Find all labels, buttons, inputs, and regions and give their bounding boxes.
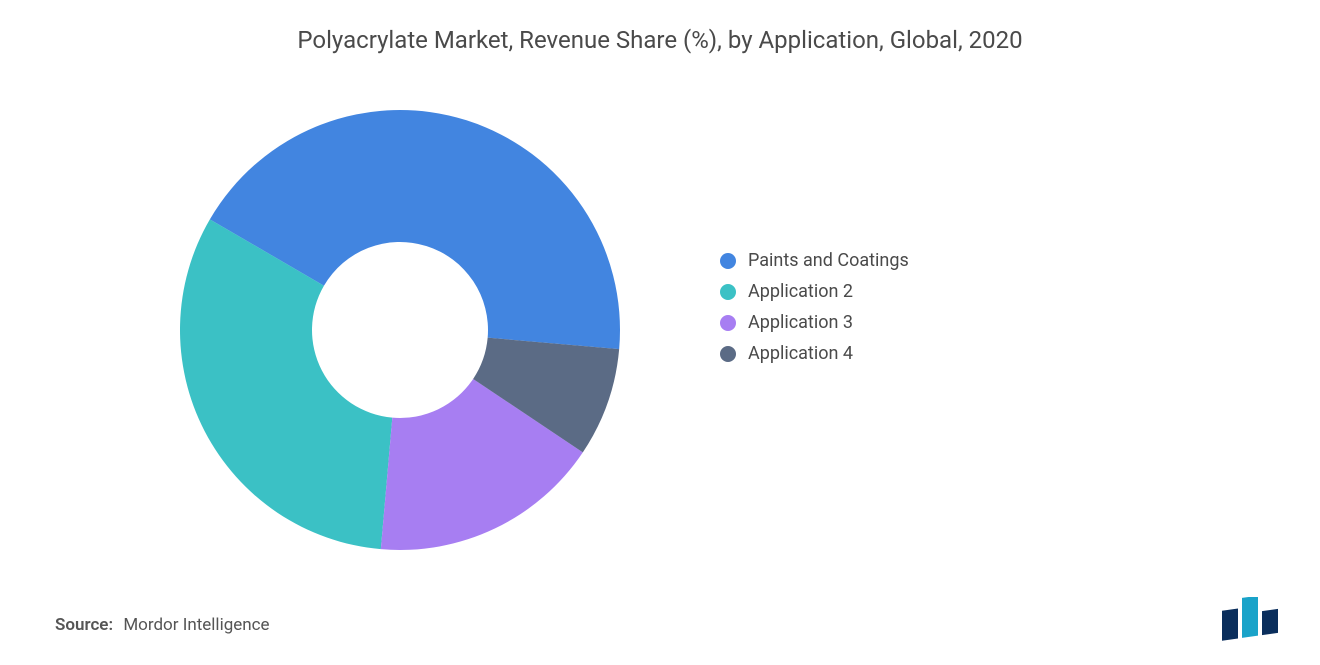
legend-item: Application 3	[720, 312, 909, 333]
chart-container: Polyacrylate Market, Revenue Share (%), …	[0, 0, 1320, 665]
legend-label: Application 4	[748, 343, 853, 364]
logo-bar	[1242, 597, 1258, 638]
source-line: Source: Mordor Intelligence	[55, 615, 270, 635]
donut-chart	[170, 100, 630, 560]
logo-bar	[1262, 609, 1278, 635]
brand-logo	[1220, 597, 1290, 645]
source-text: Mordor Intelligence	[123, 615, 269, 635]
chart-title: Polyacrylate Market, Revenue Share (%), …	[0, 26, 1320, 54]
legend: Paints and Coatings Application 2 Applicat…	[720, 250, 909, 374]
legend-label: Application 3	[748, 312, 853, 333]
legend-swatch	[720, 315, 736, 331]
legend-swatch	[720, 284, 736, 300]
legend-swatch	[720, 346, 736, 362]
source-label: Source:	[55, 615, 113, 635]
legend-label: Paints and Coatings	[748, 250, 909, 271]
donut-slice	[180, 219, 392, 549]
legend-label: Application 2	[748, 281, 853, 302]
logo-bar	[1222, 608, 1238, 640]
legend-item: Paints and Coatings	[720, 250, 909, 271]
legend-item: Application 4	[720, 343, 909, 364]
legend-item: Application 2	[720, 281, 909, 302]
legend-swatch	[720, 253, 736, 269]
